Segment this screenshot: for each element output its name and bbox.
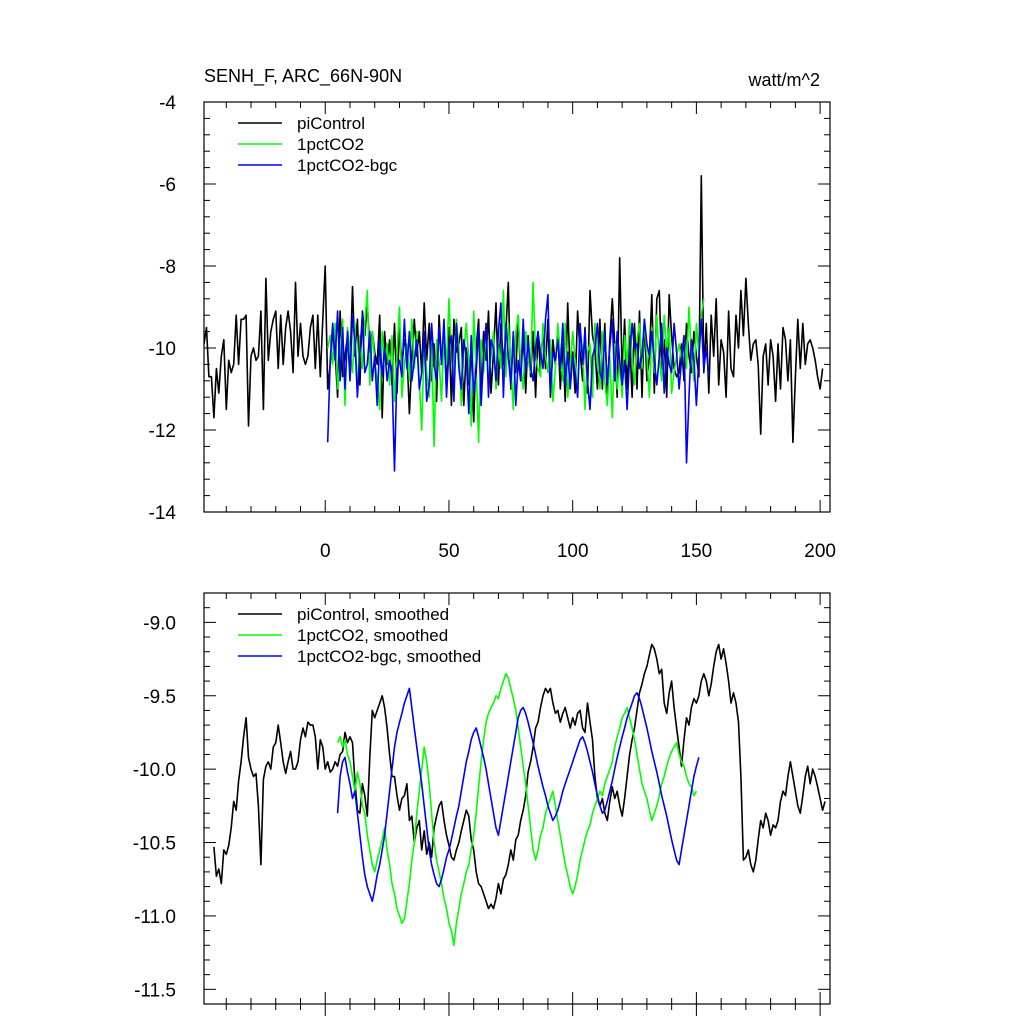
series-line-0 — [213, 643, 826, 910]
series-line-1 — [336, 672, 698, 947]
y-tick-label: -14 — [149, 503, 177, 524]
legend-label: 1pctCO2, smoothed — [297, 626, 448, 645]
top-panel: 0 50 100 150 200 -4 -6 -8 -10 -12 -14 piControl 1pct… — [149, 93, 836, 562]
x-tick-label: 50 — [438, 541, 459, 562]
y-tick-label: -8 — [159, 257, 176, 278]
y-tick-label: -9.5 — [143, 687, 176, 708]
y-tick-label: -6 — [159, 175, 176, 196]
legend-label: piControl — [297, 114, 365, 133]
x-tick-label: 150 — [681, 541, 713, 562]
plot-frame — [203, 101, 831, 513]
legend-label: piControl, smoothed — [297, 605, 449, 624]
legend-label: 1pctCO2-bgc, smoothed — [297, 647, 481, 666]
y-tick-label: -4 — [159, 93, 176, 114]
bottom-panel: -9.0 -9.5 -10.0 -10.5 -11.0 -11.5 piControl, s… — [133, 592, 831, 1016]
legend-label: 1pctCO2-bgc — [297, 156, 398, 175]
legend-label: 1pctCO2 — [297, 135, 364, 154]
y-tick-label: -10 — [149, 339, 176, 360]
x-tick-label: 100 — [557, 541, 589, 562]
y-tick-label: -12 — [149, 421, 176, 442]
y-tick-label: -11.5 — [134, 980, 176, 1001]
x-tick-label: 200 — [804, 541, 836, 562]
y-tick-label: -10.0 — [133, 760, 176, 781]
x-tick-label: 0 — [320, 541, 331, 562]
series-line-2 — [336, 687, 700, 903]
y-tick-label: -11.0 — [134, 907, 176, 928]
y-tick-label: -9.0 — [143, 613, 176, 634]
y-tick-label: -10.5 — [133, 834, 176, 855]
chart-title: SENH_F, ARC_66N-90N — [204, 66, 402, 87]
series-line-2 — [326, 293, 710, 472]
units-label: watt/m^2 — [748, 70, 820, 90]
